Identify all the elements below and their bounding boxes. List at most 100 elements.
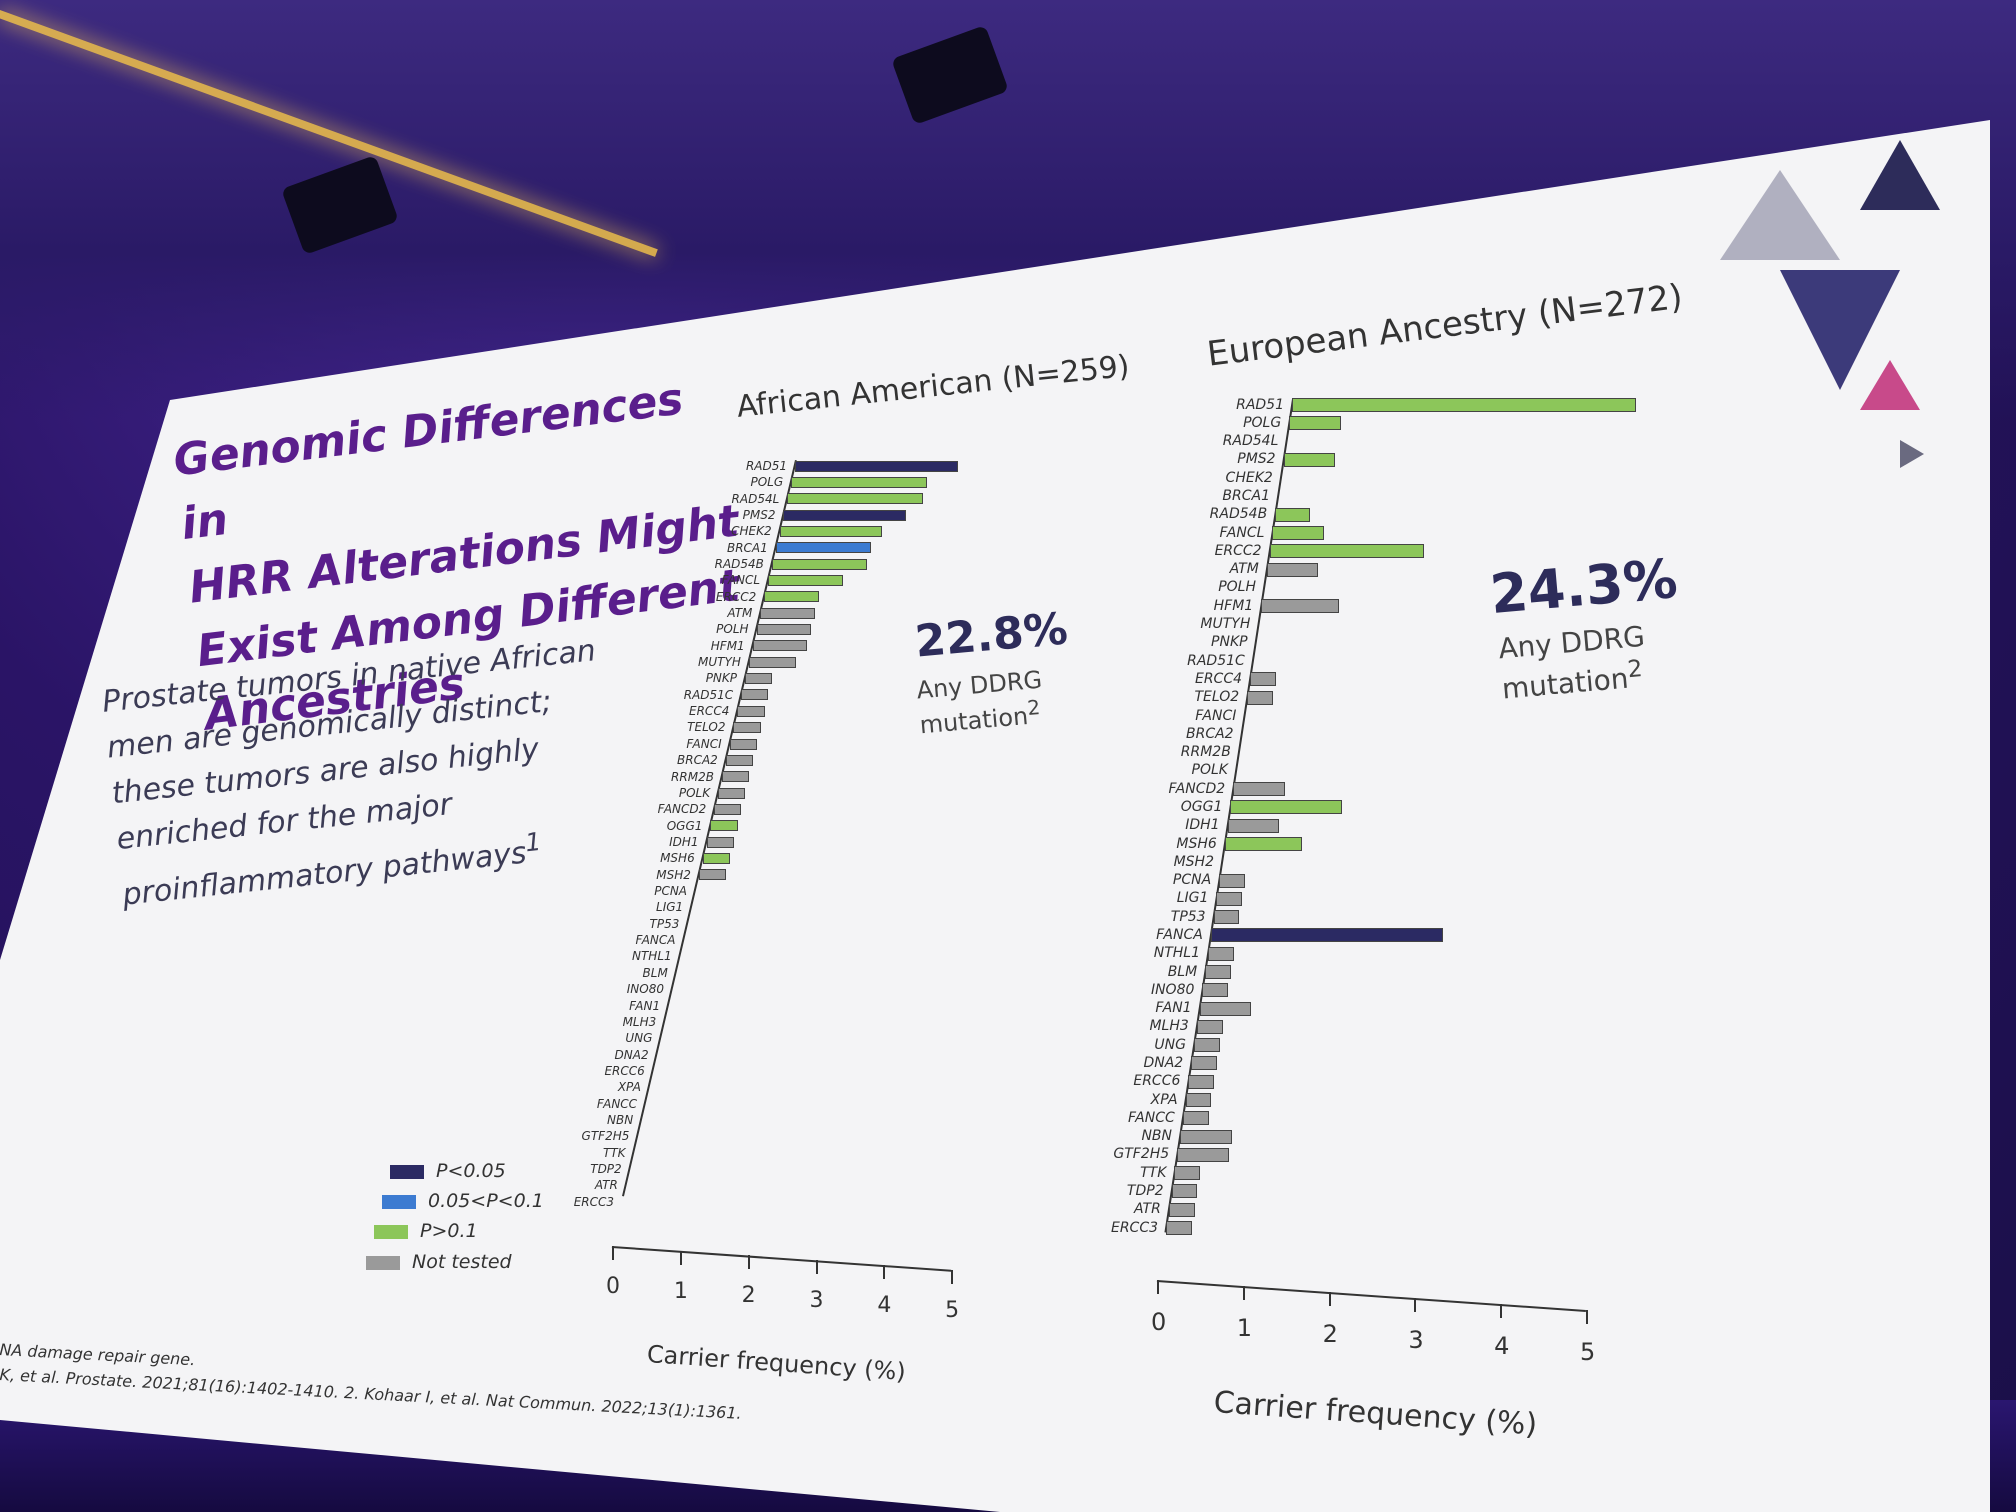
aa-gene-label: ATM <box>727 606 753 620</box>
eu-gene-label: PMS2 <box>1237 451 1276 468</box>
aa-gene-label: HFM1 <box>710 638 745 653</box>
eu-gene-label: TDP2 <box>1126 1183 1164 1200</box>
aa-x-tick <box>612 1246 614 1260</box>
eu-gene-label: ERCC4 <box>1194 670 1242 687</box>
eu-bar <box>1230 800 1343 815</box>
decor-triangle <box>1860 360 1920 410</box>
eu-gene-label: BRCA2 <box>1186 725 1234 742</box>
eu-bar <box>1182 1111 1209 1126</box>
eu-gene-label: POLH <box>1218 579 1256 596</box>
aa-stat-label-text: mutation <box>918 701 1030 740</box>
aa-bar <box>748 656 797 668</box>
aa-gene-label: TTK <box>603 1145 626 1160</box>
aa-gene-label: ERCC4 <box>689 704 730 719</box>
aa-stat-value: 22.8% <box>913 603 1070 668</box>
eu-bar <box>1269 544 1425 559</box>
eu-bar <box>1196 1019 1223 1034</box>
eu-x-tick <box>1585 1309 1588 1324</box>
eu-gene-label: FANCD2 <box>1168 780 1226 797</box>
eu-gene-label: RAD51 <box>1236 396 1284 413</box>
eu-bar <box>1283 452 1336 467</box>
eu-gene-label: MSH2 <box>1173 853 1214 870</box>
aa-bar <box>745 673 773 685</box>
eu-bar <box>1191 1056 1217 1071</box>
eu-gene-label: FANCI <box>1195 707 1237 724</box>
legend-label-p005: P<0.05 <box>436 1160 506 1182</box>
eu-bar <box>1219 873 1245 888</box>
eu-gene-label: CHEK2 <box>1225 469 1273 486</box>
eu-gene-label: TP53 <box>1170 908 1206 925</box>
eu-bar <box>1194 1038 1220 1053</box>
aa-gene-label: MUTYH <box>698 655 741 670</box>
aa-bar <box>729 738 757 750</box>
eu-gene-label: FANCA <box>1156 926 1203 943</box>
eu-bar <box>1188 1074 1215 1089</box>
eu-gene-label: ATR <box>1133 1201 1161 1218</box>
eu-gene-label: OGG1 <box>1180 798 1223 815</box>
aa-x-axis-label: Carrier frequency (%) <box>646 1340 907 1387</box>
aa-bar <box>783 509 906 521</box>
eu-x-tick-label: 0 <box>1151 1308 1167 1336</box>
legend-label-pgt01: P>0.1 <box>420 1220 478 1242</box>
aa-gene-label: RAD51C <box>683 687 734 702</box>
eu-gene-label: FANCC <box>1127 1109 1175 1126</box>
aa-bar <box>725 754 753 766</box>
eu-bar <box>1275 507 1310 522</box>
eu-gene-label: LIG1 <box>1176 890 1209 907</box>
aa-chart-title: African American (N=259) <box>735 348 1132 425</box>
eu-x-tick-label: 5 <box>1579 1337 1596 1366</box>
eu-bar <box>1261 599 1339 614</box>
eu-bar <box>1213 910 1240 925</box>
aa-bar <box>721 771 750 783</box>
eu-bar <box>1180 1129 1232 1144</box>
body-superscript: 1 <box>523 826 543 858</box>
aa-bar <box>698 869 727 881</box>
eu-gene-label: UNG <box>1154 1036 1186 1053</box>
eu-gene-label: NBN <box>1141 1128 1172 1145</box>
aa-gene-label: XPA <box>617 1080 641 1095</box>
aa-x-tick-label: 4 <box>877 1292 892 1318</box>
eu-bar <box>1166 1221 1192 1235</box>
aa-gene-label: ERCC2 <box>715 589 757 604</box>
aa-x-tick <box>815 1260 818 1275</box>
eu-x-tick <box>1328 1291 1331 1306</box>
legend-swatch-pgt01 <box>374 1225 408 1239</box>
eu-gene-label: MSH6 <box>1176 835 1217 852</box>
eu-stat-label-text: mutation <box>1500 661 1630 706</box>
eu-gene-label: ERCC2 <box>1214 542 1262 559</box>
eu-gene-label: BLM <box>1167 963 1198 980</box>
aa-gene-label: PCNA <box>654 884 688 899</box>
aa-bar <box>733 722 761 734</box>
eu-bar <box>1168 1202 1195 1217</box>
decor-triangle <box>1860 140 1940 210</box>
eu-bar <box>1199 1001 1252 1016</box>
eu-gene-label: PNKP <box>1211 634 1248 651</box>
aa-gene-label: MSH6 <box>660 851 695 866</box>
aa-x-tick <box>883 1264 886 1279</box>
aa-bar <box>752 640 808 652</box>
aa-x-tick-label: 3 <box>809 1288 824 1314</box>
aa-gene-label: BRCA1 <box>726 540 768 555</box>
aa-gene-label: TELO2 <box>687 720 726 735</box>
aa-bar <box>741 689 769 701</box>
eu-bar <box>1289 416 1341 431</box>
eu-bar <box>1292 398 1636 412</box>
aa-bar <box>756 624 811 636</box>
eu-bar <box>1202 983 1229 998</box>
aa-bar <box>775 542 871 554</box>
aa-stat-label: Any DDRG mutation2 <box>915 665 1046 741</box>
aa-gene-label: GTF2H5 <box>581 1129 630 1144</box>
eu-bar <box>1216 891 1243 906</box>
aa-x-tick-label: 0 <box>606 1274 620 1299</box>
eu-gene-label: FANCL <box>1219 524 1265 541</box>
eu-gene-label: ATM <box>1229 561 1259 578</box>
aa-gene-label: RAD51 <box>745 458 787 473</box>
eu-stat-label: Any DDRG mutation2 <box>1497 619 1650 707</box>
aa-bar <box>760 607 815 619</box>
eu-gene-label: MLH3 <box>1149 1018 1189 1035</box>
aa-gene-label: ATR <box>594 1178 618 1193</box>
eu-bar <box>1250 672 1276 687</box>
aa-gene-label: FANCL <box>721 573 761 588</box>
eu-gene-label: NTHL1 <box>1153 945 1200 962</box>
eu-bar <box>1185 1092 1212 1107</box>
